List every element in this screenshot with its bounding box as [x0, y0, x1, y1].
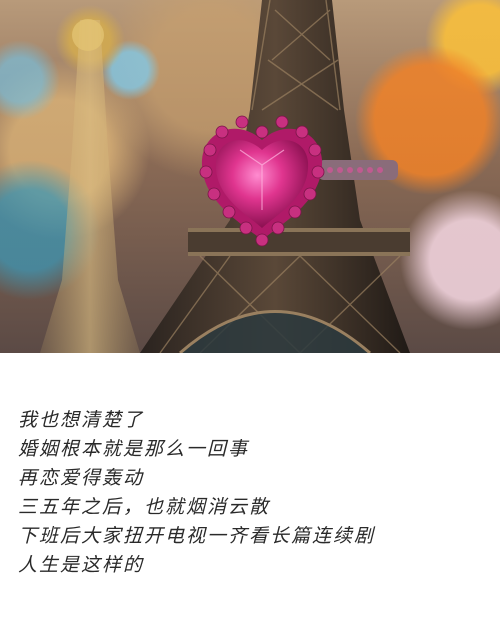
poem-line: 婚姻根本就是那么一回事	[18, 438, 250, 460]
poem-text: 我也想清楚了 婚姻根本就是那么一回事 再恋爱得轰动 三五年之后，也就烟消云散 下…	[18, 406, 488, 580]
photo-illustration	[40, 0, 410, 353]
heart-gem	[199, 115, 325, 247]
poem-line: 再恋爱得轰动	[18, 467, 145, 489]
poem-line: 下班后大家扭开电视一齐看长篇连续剧	[18, 525, 376, 547]
poem-line: 三五年之后，也就烟消云散	[18, 496, 271, 518]
ring-on-eiffel-tower-photo	[0, 0, 500, 353]
blurred-tower-left	[40, 19, 140, 353]
poem-line: 人生是这样的	[18, 554, 145, 576]
ring-band	[318, 160, 398, 180]
poem-line: 我也想清楚了	[18, 409, 145, 431]
